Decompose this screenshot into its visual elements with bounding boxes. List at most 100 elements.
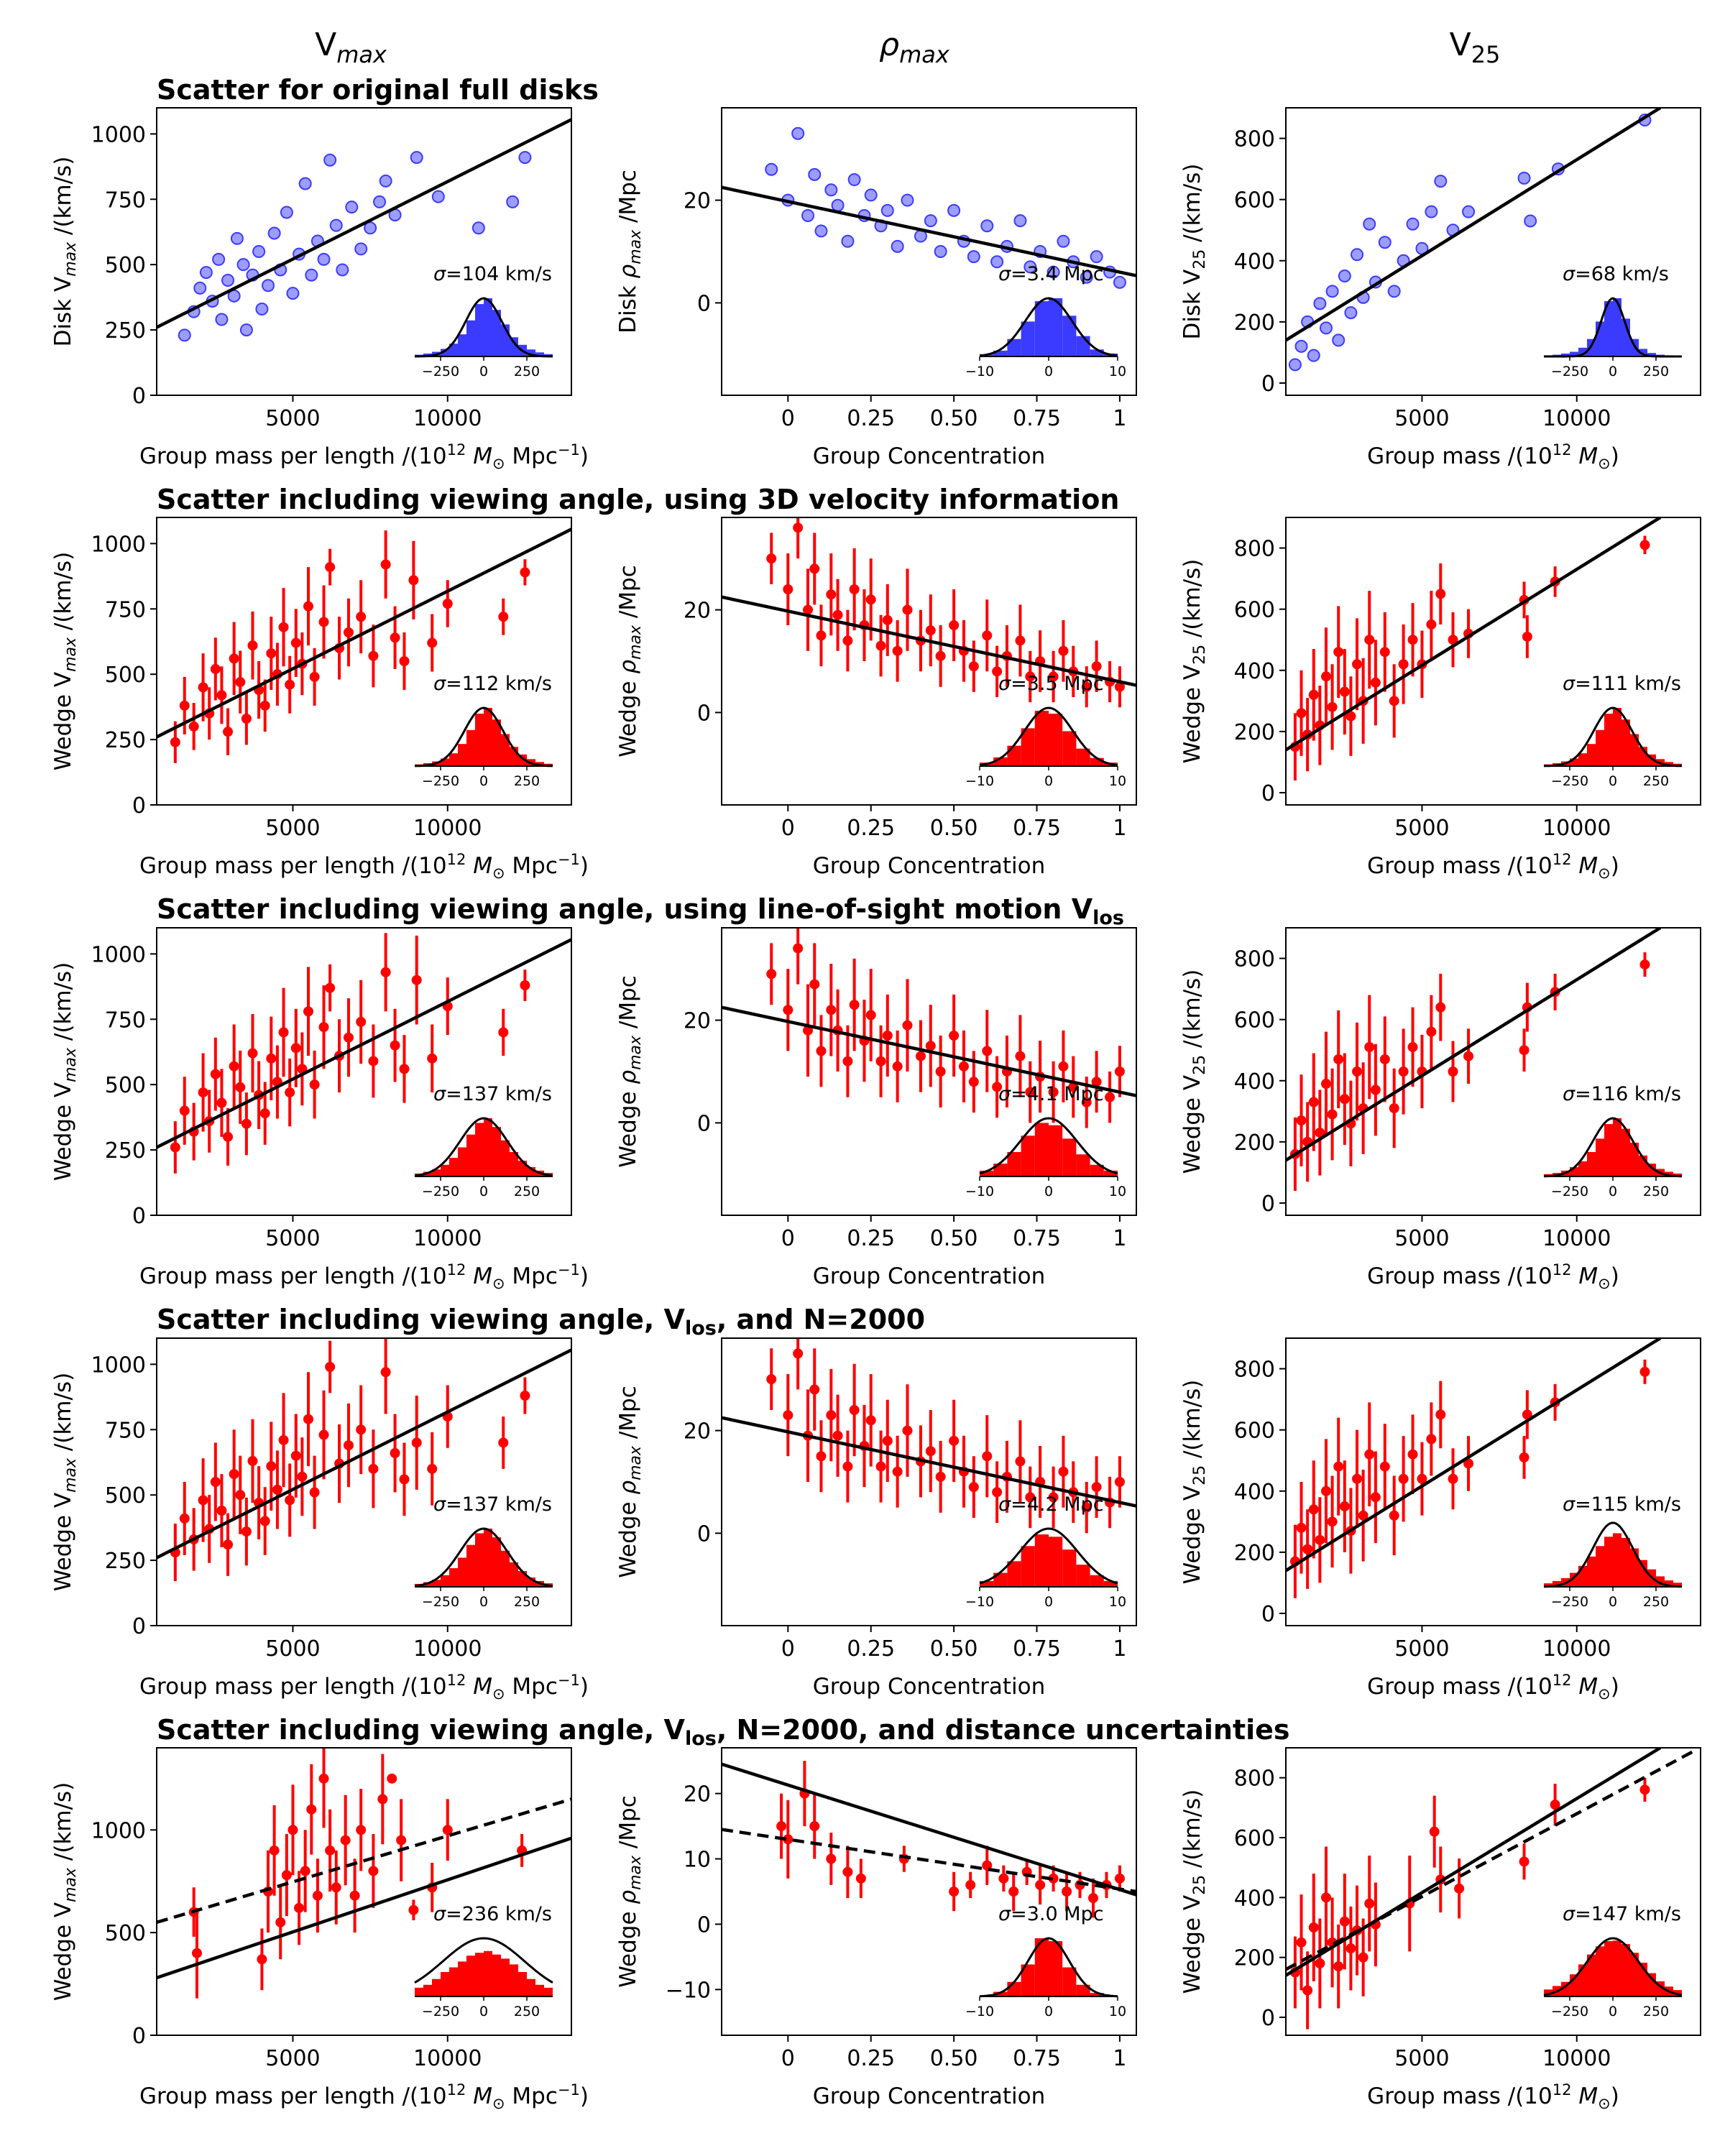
data-point	[318, 1022, 329, 1033]
data-point	[865, 1415, 876, 1426]
y-tick-label: 800	[1234, 947, 1275, 972]
x-axis-label: Group mass per length /(1012 M⊙ Mpc−1)	[139, 2081, 589, 2112]
data-point	[1364, 1041, 1375, 1052]
fit-line	[1286, 928, 1662, 1162]
data-point	[199, 266, 213, 280]
data-point	[915, 1051, 926, 1061]
data-point	[1058, 1466, 1069, 1477]
data-point	[318, 1773, 329, 1784]
data-point	[982, 630, 993, 641]
data-point	[925, 1041, 936, 1051]
plot-area	[157, 118, 571, 342]
data-point	[1387, 285, 1401, 298]
data-point	[1429, 1826, 1440, 1837]
data-point	[1015, 635, 1026, 646]
panel-r2-c0: 5000 10000 0 250 500 750 1000 Group mass per le…	[50, 927, 589, 1292]
data-point	[1296, 1522, 1307, 1533]
data-point	[875, 640, 886, 651]
data-point	[783, 1005, 794, 1015]
data-point	[965, 1879, 976, 1890]
y-axis-label: Wedge ρmax /Mpc	[615, 565, 645, 757]
y-tick-label: 500	[105, 663, 146, 688]
plot-area	[722, 1761, 1136, 1918]
histogram-bar	[1570, 351, 1578, 356]
y-tick-label: 600	[1234, 598, 1275, 623]
axes-frame	[1285, 107, 1701, 396]
data-point	[1370, 1084, 1381, 1095]
inset-tick-label: 0	[1609, 1184, 1617, 1199]
data-point	[766, 1374, 777, 1385]
data-point	[882, 1435, 893, 1446]
data-point	[325, 562, 336, 573]
y-tick-label: 0	[132, 2024, 146, 2049]
histogram-bar	[1007, 338, 1021, 356]
inset-tick-label: 250	[514, 364, 540, 379]
data-point	[1339, 686, 1350, 697]
x-tick-label: 1	[1113, 2046, 1126, 2071]
histogram-bar	[423, 1582, 432, 1587]
inset-histogram: −250 0 250	[414, 1527, 553, 1610]
inset-tick-label: 0	[1044, 1184, 1053, 1199]
data-point	[1407, 1041, 1418, 1052]
data-point	[1352, 1473, 1363, 1484]
y-axis-label: Wedge ρmax /Mpc	[615, 1795, 645, 1988]
axes-frame	[156, 1337, 572, 1626]
data-point	[1302, 1985, 1313, 1996]
y-tick-label: 400	[1234, 249, 1275, 275]
histogram-bar	[492, 310, 501, 356]
fit-line	[722, 185, 1136, 277]
data-point	[1379, 1461, 1390, 1472]
histogram-bar	[510, 337, 518, 356]
fit-line-dashed	[722, 1828, 1136, 1894]
histogram-bar	[1021, 321, 1035, 356]
plot-area	[1286, 517, 1662, 780]
histogram-bar	[441, 1575, 449, 1587]
fit-line	[157, 1836, 571, 1980]
histogram-bar	[475, 714, 484, 766]
x-tick-label: 1	[1113, 1226, 1126, 1251]
y-axis-label: Wedge V25 /(km/s)	[1179, 969, 1209, 1174]
data-point	[925, 1446, 936, 1457]
plot-area	[157, 933, 571, 1174]
data-point	[1435, 1409, 1446, 1420]
data-point	[288, 1825, 298, 1835]
data-point	[1025, 1492, 1036, 1503]
data-point	[982, 1451, 993, 1462]
histogram-bar	[993, 1164, 1008, 1176]
data-point	[1426, 1434, 1437, 1445]
data-point	[259, 1108, 270, 1119]
histogram-bar	[423, 1984, 432, 1996]
histogram-bar	[475, 1533, 484, 1587]
y-tick-label: 750	[105, 1418, 146, 1443]
y-tick-label: 200	[1234, 1541, 1275, 1566]
histogram-bar	[1622, 1944, 1630, 1996]
histogram-bar	[458, 1147, 466, 1176]
data-point	[498, 612, 509, 622]
data-point	[1319, 321, 1333, 335]
data-point	[1435, 1002, 1446, 1013]
data-point	[215, 313, 229, 326]
histogram-bar	[1034, 1938, 1049, 1996]
data-point	[1091, 1077, 1102, 1087]
histogram-bar	[535, 352, 544, 356]
histogram-bar	[1007, 745, 1021, 766]
data-point	[793, 1348, 804, 1359]
inset-histogram: −250 0 250	[1543, 1117, 1683, 1199]
x-axis-label: Group Concentration	[813, 853, 1046, 879]
data-point	[252, 245, 266, 258]
data-point	[1426, 619, 1437, 630]
histogram-bar	[466, 1544, 475, 1587]
x-tick-label: 0.50	[930, 1226, 978, 1251]
data-point	[390, 632, 400, 643]
data-point	[1114, 1873, 1125, 1884]
x-tick-label: 5000	[265, 406, 320, 431]
histogram-bar	[466, 729, 475, 766]
data-point	[1296, 708, 1307, 719]
histogram-bar	[527, 349, 535, 356]
histogram-bar	[1673, 1583, 1682, 1587]
data-point	[345, 201, 359, 214]
y-tick-label: 400	[1234, 1886, 1275, 1911]
data-point	[309, 1487, 320, 1498]
data-point	[278, 622, 289, 632]
histogram-bar	[993, 1991, 1008, 1996]
